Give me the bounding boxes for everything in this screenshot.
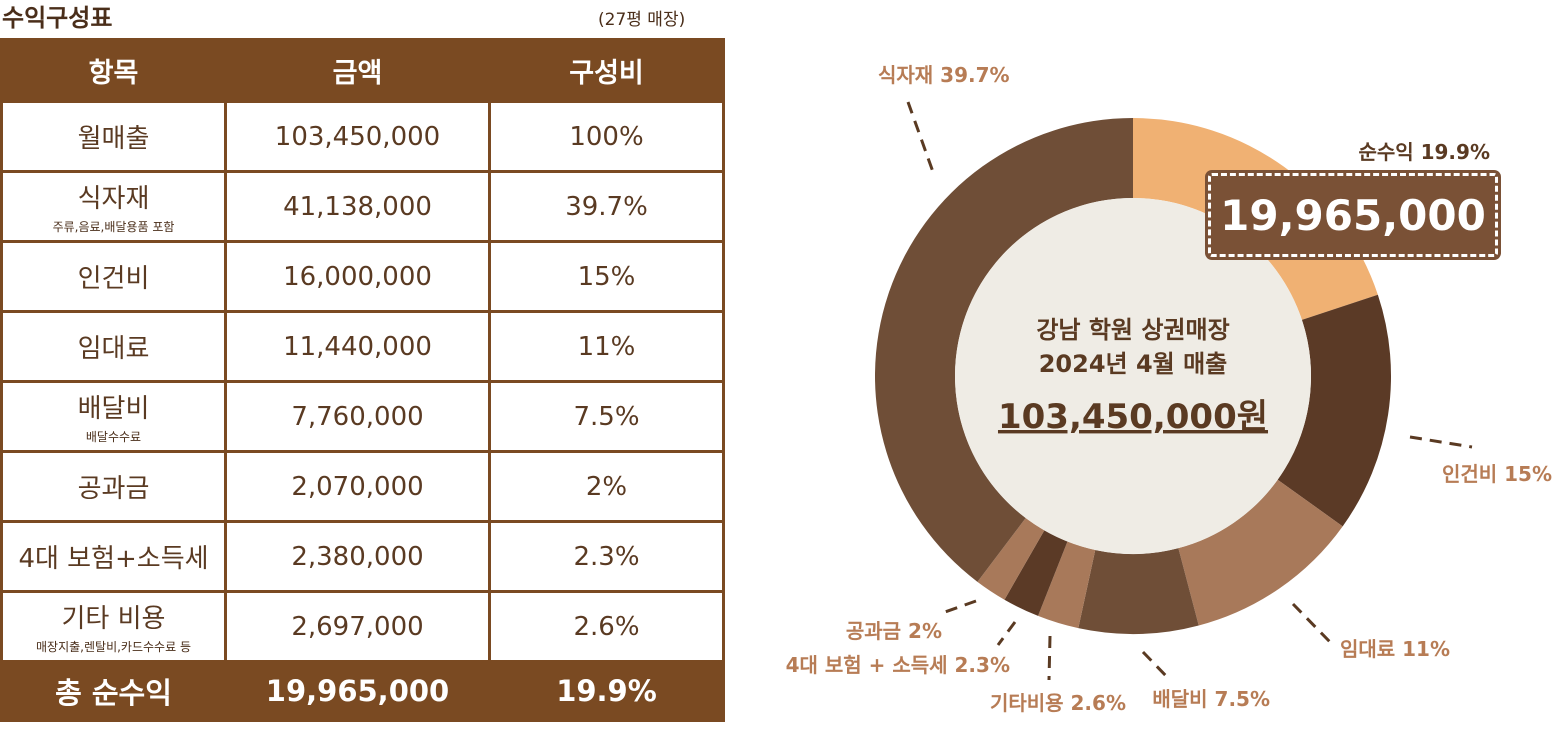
table-body: 월매출 103,450,000 100% 식자재 주류,음료,배달용품 포함 41,138… xyxy=(0,100,725,722)
leader-line xyxy=(1141,650,1172,682)
donut-slice xyxy=(977,518,1045,600)
amount-cell: 103,450,000 xyxy=(224,100,491,173)
page-title: 수익구성표 xyxy=(2,4,113,32)
column-header-ratio: 구성비 xyxy=(488,38,725,103)
donut-slice xyxy=(1178,479,1343,626)
net-profit-highlight: 19,965,000 xyxy=(1208,173,1498,257)
table-row: 배달비 배달수수료 7,760,000 7.5% xyxy=(0,380,725,453)
amount-cell: 11,440,000 xyxy=(224,310,491,383)
slice-label: 임대료 11% xyxy=(1340,637,1450,661)
table-row: 공과금 2,070,000 2% xyxy=(0,450,725,523)
item-cell: 인건비 xyxy=(0,240,227,313)
table-row: 임대료 11,440,000 11% xyxy=(0,310,725,383)
ratio-cell: 2% xyxy=(488,450,725,523)
item-label: 기타 비용 xyxy=(61,604,166,634)
item-label: 월매출 xyxy=(77,124,150,154)
amount-cell: 41,138,000 xyxy=(224,170,491,243)
amount-cell: 7,760,000 xyxy=(224,380,491,453)
donut-slice xyxy=(1004,530,1068,616)
total-amount-cell: 19,965,000 xyxy=(224,660,491,722)
item-note: 매장지출,렌탈비,카드수수료 등 xyxy=(36,640,191,654)
item-note: 배달수수료 xyxy=(85,430,142,444)
table-row: 식자재 주류,음료,배달용품 포함 41,138,000 39.7% xyxy=(0,170,725,243)
item-cell: 임대료 xyxy=(0,310,227,383)
page-subtitle: (27평 매장) xyxy=(598,10,686,30)
total-item-cell: 총 순수익 xyxy=(0,660,227,722)
slice-label: 순수익 19.9% xyxy=(1358,140,1490,164)
donut-slice xyxy=(1277,294,1391,527)
ratio-cell: 2.6% xyxy=(488,590,725,663)
ratio-cell: 39.7% xyxy=(488,170,725,243)
slice-label: 기타비용 2.6% xyxy=(990,691,1126,715)
donut-slice xyxy=(1078,548,1199,634)
column-header-item: 항목 xyxy=(0,38,227,103)
leader-line xyxy=(906,101,935,173)
leader-line xyxy=(996,621,1017,646)
item-label: 4대 보험+소득세 xyxy=(18,544,209,574)
center-line-1: 강남 학원 상권매장 xyxy=(1036,316,1229,344)
slice-label: 4대 보험 + 소득세 2.3% xyxy=(786,653,1010,677)
leader-line xyxy=(1047,635,1052,681)
table-row: 인건비 16,000,000 15% xyxy=(0,240,725,313)
table-row: 기타 비용 매장지출,렌탈비,카드수수료 등 2,697,000 2.6% xyxy=(0,590,725,663)
donut-chart: 강남 학원 상권매장 2024년 4월 매출 103,450,000원 순수익 19.… xyxy=(740,0,1553,736)
slice-label: 식자재 39.7% xyxy=(878,63,1010,87)
amount-cell: 2,380,000 xyxy=(224,520,491,593)
center-line-2: 2024년 4월 매출 xyxy=(1039,350,1228,378)
ratio-cell: 11% xyxy=(488,310,725,383)
table-row: 4대 보험+소득세 2,380,000 2.3% xyxy=(0,520,725,593)
center-amount: 103,450,000원 xyxy=(998,397,1268,437)
column-header-amount: 금액 xyxy=(224,38,491,103)
item-note: 주류,음료,배달용품 포함 xyxy=(52,220,175,234)
ratio-cell: 100% xyxy=(488,100,725,173)
item-label: 배달비 xyxy=(77,394,150,424)
item-label: 임대료 xyxy=(77,334,150,364)
leader-line xyxy=(1409,435,1473,449)
leader-line xyxy=(1291,602,1332,644)
slice-label: 공과금 2% xyxy=(846,619,942,643)
item-cell: 공과금 xyxy=(0,450,227,523)
item-label: 인건비 xyxy=(77,264,150,294)
total-ratio-cell: 19.9% xyxy=(488,660,725,722)
amount-cell: 2,697,000 xyxy=(224,590,491,663)
slice-label: 배달비 7.5% xyxy=(1152,687,1270,711)
slice-label: 인건비 15% xyxy=(1442,462,1552,486)
leader-line xyxy=(944,599,977,614)
amount-cell: 2,070,000 xyxy=(224,450,491,523)
total-row: 총 순수익 19,965,000 19.9% xyxy=(0,660,725,722)
donut-slice xyxy=(1038,541,1096,629)
ratio-cell: 7.5% xyxy=(488,380,725,453)
item-cell: 4대 보험+소득세 xyxy=(0,520,227,593)
ratio-cell: 15% xyxy=(488,240,725,313)
amount-cell: 16,000,000 xyxy=(224,240,491,313)
item-label: 식자재 xyxy=(77,184,150,214)
donut-svg: 강남 학원 상권매장 2024년 4월 매출 103,450,000원 순수익 19.… xyxy=(786,63,1552,715)
item-label: 공과금 xyxy=(77,474,150,504)
donut-center xyxy=(955,198,1311,554)
donut-slice xyxy=(874,118,1133,582)
ratio-cell: 2.3% xyxy=(488,520,725,593)
table-row: 월매출 103,450,000 100% xyxy=(0,100,725,173)
table-header-row: 항목 금액 구성비 xyxy=(0,38,725,103)
item-cell: 월매출 xyxy=(0,100,227,173)
